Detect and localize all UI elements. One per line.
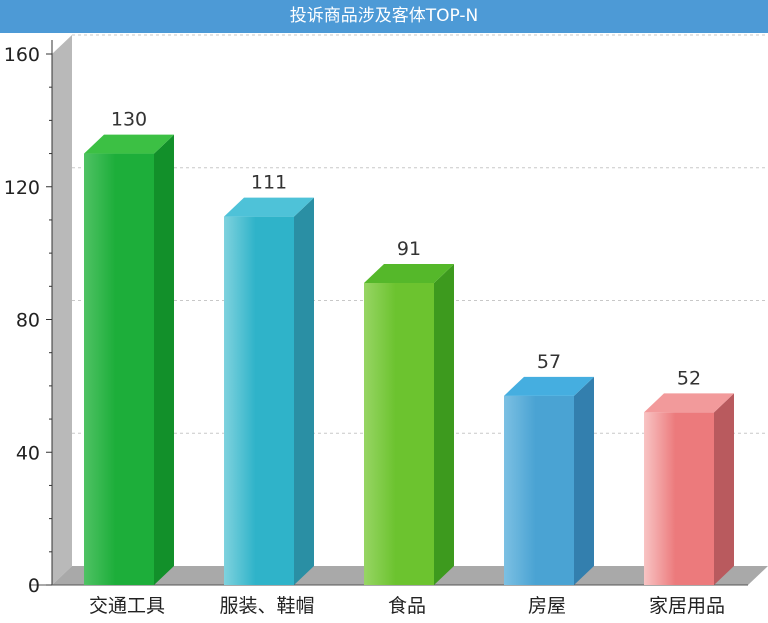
data-label: 111 [251,172,287,194]
bar-side [574,376,594,585]
bar-top [364,263,454,283]
chart-title: 投诉商品涉及客体TOP-N [289,6,479,26]
bar-top [84,134,174,154]
data-labels: 130 111 91 57 52 [111,109,701,390]
bar-top [644,393,734,413]
bars [84,134,734,585]
data-label: 130 [111,109,147,131]
bar-side [714,393,734,585]
y-tick-label: 120 [4,177,40,199]
bar-top [504,376,594,396]
bar [644,393,734,585]
x-axis-labels: 交通工具 服装、鞋帽 食品 房屋 家居用品 [89,595,725,617]
bar-front [644,412,714,585]
y-tick-label: 80 [16,310,40,332]
data-label: 91 [397,238,421,260]
chart-title-bar: 投诉商品涉及客体TOP-N [0,0,768,33]
bar-chart: 0 40 80 120 160 130 111 91 57 52 交通工具 服装、鞋帽 食品 房屋 家居… [4,34,768,617]
x-tick-label: 房屋 [528,595,566,617]
x-tick-label: 服装、鞋帽 [219,595,314,617]
bar-front [84,153,154,585]
bar-side [154,134,174,585]
bar [364,263,454,585]
bar-front [504,395,574,585]
bar-side [294,197,314,585]
bar [504,376,594,585]
bar [84,134,174,585]
bar-top [224,197,314,217]
y-tick-label: 40 [16,442,40,464]
bar [224,197,314,585]
bar-side [434,263,454,585]
bar-front [364,282,434,585]
y-axis: 0 40 80 120 160 [4,40,748,597]
x-tick-label: 家居用品 [649,595,725,617]
x-tick-label: 食品 [388,595,426,617]
data-label: 52 [677,367,701,389]
left-wall [52,35,72,585]
data-label: 57 [537,351,561,373]
x-tick-label: 交通工具 [89,595,165,617]
y-tick-label: 160 [4,44,40,66]
y-tick-label: 0 [28,575,40,597]
bar-front [224,216,294,585]
